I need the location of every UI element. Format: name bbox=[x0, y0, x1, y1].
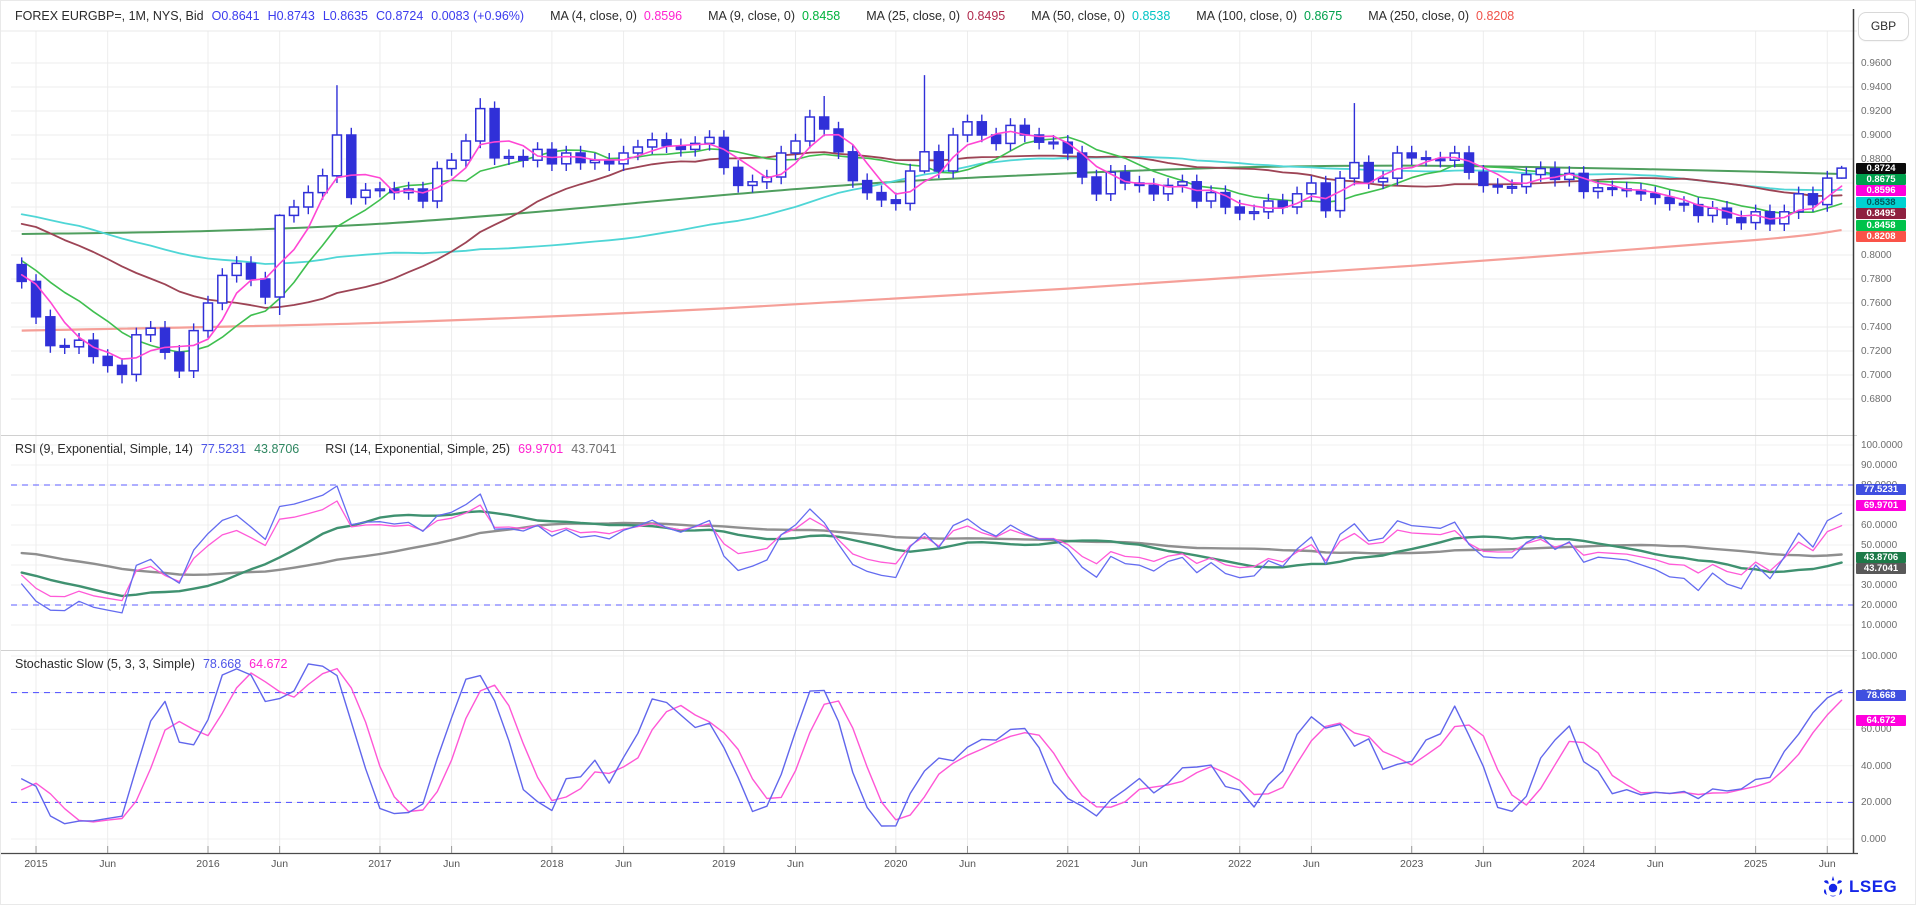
price-axis-tick-label: 0.8800 bbox=[1861, 154, 1892, 165]
date-axis-label: 2024 bbox=[1571, 858, 1596, 870]
instrument-header-part: 0.8495 bbox=[967, 9, 1006, 23]
instrument-header-part: 0.8538 bbox=[1132, 9, 1171, 23]
price-axis-tick-label: 0.7600 bbox=[1861, 298, 1892, 309]
instrument-header-part: MA (100, close, 0) bbox=[1196, 9, 1298, 23]
rsi-axis-tick-label: 30.0000 bbox=[1861, 580, 1898, 591]
date-axis-label: 2019 bbox=[712, 858, 736, 870]
rsi-header-part: 43.8706 bbox=[254, 442, 300, 456]
rsi-axis-tick-label: 50.0000 bbox=[1861, 540, 1898, 551]
rsi-header-part: 43.7041 bbox=[571, 442, 617, 456]
instrument-header-part: H0.8743 bbox=[267, 9, 315, 23]
price-axis-tick-label: 0.9600 bbox=[1861, 58, 1892, 69]
date-axis-label: Jun bbox=[615, 858, 633, 870]
price-axis-tick-label: 0.7400 bbox=[1861, 322, 1892, 333]
rsi-badge: 43.8706 bbox=[1856, 551, 1906, 563]
rsi-axis-tick-label: 90.0000 bbox=[1861, 460, 1898, 471]
date-axis-label: 2016 bbox=[196, 858, 220, 870]
price-axis-tick-label: 0.8000 bbox=[1861, 250, 1892, 261]
price-axis-tick-label: 0.7800 bbox=[1861, 274, 1892, 285]
instrument-header-part: C0.8724 bbox=[376, 9, 424, 23]
instrument-header-part: MA (4, close, 0) bbox=[550, 9, 637, 23]
rsi-header-part: RSI (14, Exponential, Simple, 25) bbox=[325, 442, 511, 456]
lseg-wordmark: LSEG bbox=[1849, 877, 1898, 896]
instrument-header-part: 0.8596 bbox=[643, 9, 683, 23]
rsi-header-part: RSI (9, Exponential, Simple, 14) bbox=[15, 442, 193, 456]
price-badge: 0.8675 bbox=[1856, 174, 1906, 186]
date-axis-label: 2018 bbox=[540, 858, 564, 870]
date-axis-label: Jun bbox=[787, 858, 804, 870]
price-axis-tick-label: 0.9200 bbox=[1861, 106, 1892, 117]
date-axis-label: Jun bbox=[1130, 858, 1148, 870]
lseg-crest-icon bbox=[1823, 876, 1843, 897]
date-axis-label: 2015 bbox=[24, 858, 48, 870]
instrument-header: FOREX EURGBP=, 1M, NYS, Bid O0.8641 H0.874… bbox=[15, 9, 1514, 23]
stoch-axis-tick-label: 100.000 bbox=[1861, 651, 1898, 662]
rsi-axis-tick-label: 100.0000 bbox=[1861, 440, 1903, 451]
date-axis-label: Jun bbox=[1302, 858, 1320, 870]
rsi-header-part: 77.5231 bbox=[200, 442, 247, 456]
rsi-badge: 69.9701 bbox=[1856, 499, 1906, 511]
lseg-logo: LSEG bbox=[1821, 875, 1897, 899]
date-axis-label: 2025 bbox=[1743, 858, 1768, 870]
date-axis-label: 2017 bbox=[368, 858, 392, 870]
date-axis-label: Jun bbox=[443, 858, 461, 870]
currency-axis-button[interactable]: GBP bbox=[1858, 12, 1909, 41]
price-axis-tick-label: 0.7200 bbox=[1861, 346, 1892, 357]
date-axis-label: 2023 bbox=[1400, 858, 1424, 870]
instrument-header-part: 0.8675 bbox=[1304, 9, 1343, 23]
stoch-axis-tick-label: 40.000 bbox=[1861, 760, 1892, 772]
date-axis-label: 2022 bbox=[1228, 858, 1252, 870]
date-axis-label: Jun bbox=[1818, 858, 1836, 870]
date-axis-label: 2020 bbox=[884, 858, 908, 870]
rsi-axis-tick-label: 10.0000 bbox=[1861, 620, 1898, 631]
price-badge: 0.8208 bbox=[1856, 231, 1906, 243]
rsi-axis-tick-label: 60.0000 bbox=[1861, 520, 1898, 531]
date-axis-label: Jun bbox=[959, 858, 976, 870]
instrument-header-part: 0.8208 bbox=[1476, 9, 1515, 23]
instrument-header-part: MA (9, close, 0) bbox=[708, 9, 795, 23]
instrument-header-part: 0.0083 (+0.96%) bbox=[431, 9, 525, 23]
price-badge: 0.8458 bbox=[1856, 219, 1906, 231]
rsi-badge: 43.7041 bbox=[1856, 563, 1906, 575]
date-axis-label: 2021 bbox=[1056, 858, 1080, 870]
date-axis-label: Jun bbox=[1474, 858, 1492, 870]
stoch-header: Stochastic Slow (5, 3, 3, Simple) 78.668 6… bbox=[15, 657, 287, 671]
stoch-header-part: 78.668 bbox=[202, 657, 242, 671]
instrument-header-part: O0.8641 bbox=[211, 9, 260, 23]
stoch-header-part: Stochastic Slow (5, 3, 3, Simple) bbox=[15, 657, 195, 671]
instrument-header-part: MA (250, close, 0) bbox=[1368, 9, 1470, 23]
price-axis-tick-label: 0.9400 bbox=[1861, 82, 1892, 93]
date-axis-label: Jun bbox=[1646, 858, 1664, 870]
rsi-badge: 77.5231 bbox=[1856, 484, 1906, 496]
instrument-header-part: MA (50, close, 0) bbox=[1031, 9, 1126, 23]
stoch-axis-tick-label: 60.000 bbox=[1861, 724, 1892, 736]
price-badge: 0.8495 bbox=[1856, 208, 1906, 220]
instrument-header-part: L0.8635 bbox=[322, 9, 369, 23]
instrument-header-part: FOREX EURGBP=, 1M, NYS, Bid bbox=[15, 9, 204, 23]
instrument-header-part: MA (25, close, 0) bbox=[866, 9, 961, 23]
date-axis-label: Jun bbox=[99, 858, 117, 870]
stoch-badge: 78.668 bbox=[1856, 689, 1906, 701]
stoch-badge: 64.672 bbox=[1856, 715, 1906, 727]
rsi-header: RSI (9, Exponential, Simple, 14) 77.5231 4… bbox=[15, 442, 616, 456]
price-badge: 0.8596 bbox=[1856, 185, 1906, 197]
rsi-header-part: 69.9701 bbox=[518, 442, 564, 456]
price-axis-tick-label: 0.7000 bbox=[1861, 370, 1892, 381]
rsi-axis-tick-label: 20.0000 bbox=[1861, 600, 1898, 611]
stoch-header-part: 64.672 bbox=[249, 657, 288, 671]
price-axis-tick-label: 0.6800 bbox=[1861, 394, 1892, 405]
price-axis-tick-label: 0.9000 bbox=[1861, 130, 1892, 141]
price-badge: 0.8724 bbox=[1856, 162, 1906, 174]
date-axis-label: Jun bbox=[271, 858, 289, 870]
instrument-header-part: 0.8458 bbox=[801, 9, 841, 23]
stoch-axis-tick-label: 20.000 bbox=[1861, 797, 1892, 809]
price-badge: 0.8538 bbox=[1856, 196, 1906, 208]
stoch-axis-tick-label: 0.000 bbox=[1861, 834, 1887, 845]
